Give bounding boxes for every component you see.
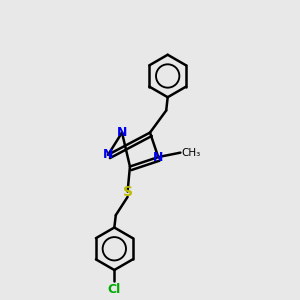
Text: N: N [153,151,164,164]
Text: S: S [123,184,133,199]
Text: N: N [117,126,127,139]
Text: Cl: Cl [108,283,121,296]
Text: CH₃: CH₃ [182,148,201,158]
Text: N: N [103,148,113,161]
